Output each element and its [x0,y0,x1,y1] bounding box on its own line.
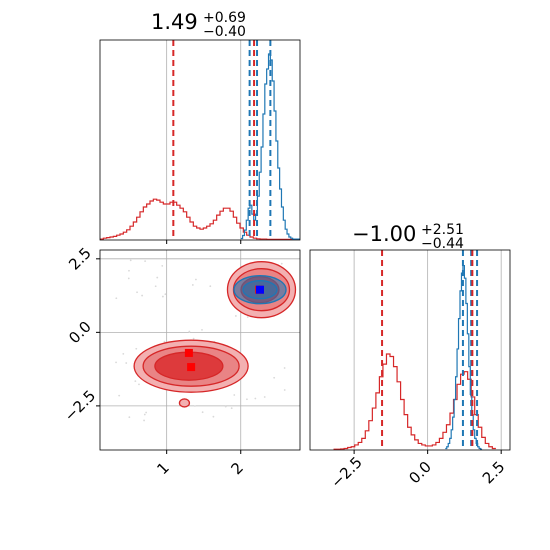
panel-1d-param1 [99,39,301,244]
sample-point [234,315,237,317]
sample-point [191,284,194,286]
tick-label-x-param1-0: 1 [153,459,172,478]
sample-point [156,276,159,279]
sample-point [188,330,191,333]
sample-point [230,407,233,410]
sample-point [129,259,132,262]
sample-point [254,397,257,400]
contour-red-island [178,398,191,408]
marker-red-0 [184,348,193,357]
hist-red-param1 [100,198,300,240]
title-1-plus: +0.69 [203,10,246,26]
sample-point [128,269,130,272]
sample-point [246,398,248,401]
sample-point [145,411,148,414]
sample-point [224,405,227,408]
sample-point [115,361,117,364]
sample-point [125,362,128,364]
title-2-plus: +2.51 [421,222,464,238]
tick-label-y-param2-2: 2.5 [65,244,95,274]
sample-point [128,416,131,419]
panel-1-frame [99,39,301,241]
panel-1d-param2: −2.5 0.0 2.5 [309,249,511,492]
sample-point [122,352,125,355]
tick-label-y-param2-1: 0.0 [65,318,95,348]
sample-point [115,297,118,300]
title-1-minus: −0.40 [203,24,246,40]
sample-point [141,294,144,297]
marker-blue [256,285,264,294]
sample-point [193,405,196,407]
sample-point [201,328,203,331]
sample-point [143,419,145,422]
sample-point [127,277,130,280]
panel-3-frame [309,249,511,451]
sample-point [246,316,249,318]
title-param-2: −1.00 +2.51 −0.44 [352,222,464,252]
sample-point [154,285,157,288]
sample-point [118,394,121,397]
sample-point [138,383,140,386]
sample-point [136,291,138,294]
sample-point [283,367,286,369]
tick-label-x-param2-1: 0.0 [405,458,435,488]
title-param-1: 1.49 +0.69 −0.40 [151,10,246,40]
sample-point [143,413,146,416]
hist-red-param2 [333,353,496,450]
sample-point [283,389,286,391]
sample-point [161,295,164,298]
sample-point [144,260,147,263]
sample-point [192,337,195,340]
sample-point [263,396,266,398]
sample-point [201,411,204,414]
panel-2-frame [99,249,301,451]
tick-label-x-param2-0: −2.5 [327,453,365,491]
sample-point [273,376,276,379]
sample-point [280,262,283,265]
title-1-value: 1.49 [151,10,198,34]
sample-point [233,394,236,396]
sample-point [135,347,138,350]
sample-point [195,278,197,281]
marker-red-1 [187,363,196,372]
sample-point [212,415,215,418]
tick-label-x-param2-2: 2.5 [479,458,509,488]
tick-label-x-param1-1: 2 [227,459,246,478]
sample-point [134,380,137,383]
title-2-value: −1.00 [352,222,416,246]
title-2-minus: −0.44 [421,236,464,252]
sample-point [161,264,164,267]
panel-2d: 1 2 −2.5 0.0 2.5 [61,244,301,478]
tick-label-y-param2-0: −2.5 [61,387,99,425]
sample-point [209,285,212,288]
sample-point [164,293,167,296]
panel-3-bg [310,250,510,450]
sample-point [163,340,166,343]
